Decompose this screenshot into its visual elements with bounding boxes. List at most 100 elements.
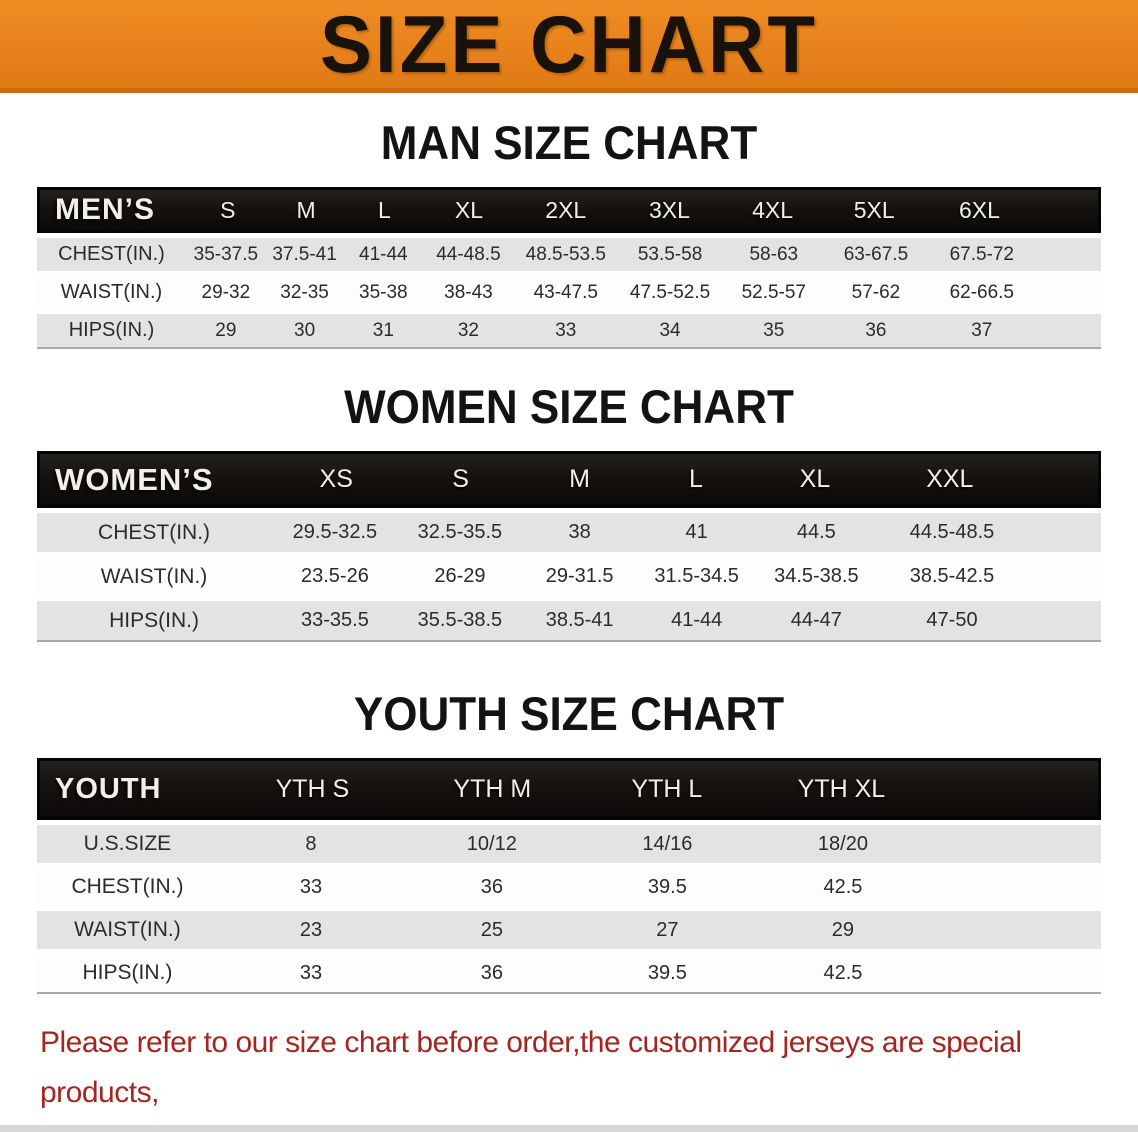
youth-chest-row: CHEST(IN.) 33 36 39.5 42.5 <box>37 868 1101 906</box>
men-waist-row: WAIST(IN.) 29-32 32-35 35-38 38-43 43-47… <box>37 276 1101 309</box>
size-value: 42.5 <box>823 875 863 898</box>
size-value: 33 <box>299 961 323 984</box>
men-group-label: MEN’S <box>55 193 156 226</box>
size-col-header: 2XL <box>545 196 587 223</box>
size-value: 38 <box>568 521 591 543</box>
women-hips-row: HIPS(IN.) 33-35.5 35.5-38.5 38.5-41 41-4… <box>37 601 1101 640</box>
size-value: 23.5-26 <box>300 565 369 587</box>
disclaimer-line-1: Please refer to our size chart before or… <box>40 1026 1022 1109</box>
men-size-table: MEN’S S M L XL 2XL 3XL 4XL 5XL 6XL CHEST… <box>37 187 1101 349</box>
size-value: 37 <box>971 319 993 341</box>
banner-title: SIZE CHART <box>320 0 818 90</box>
size-value: 33-35.5 <box>300 609 369 631</box>
size-value: 32-35 <box>280 281 329 303</box>
size-value: 47.5-52.5 <box>629 281 711 303</box>
size-value: 38.5-42.5 <box>909 565 995 587</box>
men-hips-row: HIPS(IN.) 29 30 31 32 33 34 35 36 37 <box>37 314 1101 347</box>
row-label: U.S.SIZE <box>83 832 172 855</box>
size-col-header: YTH S <box>275 774 350 803</box>
size-col-header: 3XL <box>648 196 690 223</box>
size-value: 38.5-41 <box>545 609 614 631</box>
women-group-label: WOMEN’S <box>55 461 214 497</box>
size-value: 31.5-34.5 <box>654 565 739 587</box>
row-label: WAIST(IN.) <box>100 564 208 588</box>
youth-section-heading: YOUTH SIZE CHART <box>0 688 1138 741</box>
row-label: CHEST(IN.) <box>71 875 184 898</box>
size-col-header: 5XL <box>853 196 895 223</box>
size-value: 44.5 <box>796 521 836 543</box>
youth-section-heading-text: YOUTH SIZE CHART <box>353 688 785 741</box>
youth-size-table: YOUTH YTH S YTH M YTH L YTH XL U.S.SIZE … <box>37 758 1101 994</box>
size-col-header: XL <box>799 465 831 493</box>
size-value: 29-31.5 <box>545 565 614 587</box>
youth-ussize-row: U.S.SIZE 8 10/12 14/16 18/20 <box>37 825 1101 863</box>
size-value: 29.5-32.5 <box>292 521 378 543</box>
women-section-heading: WOMEN SIZE CHART <box>0 381 1138 434</box>
size-value: 10/12 <box>466 832 517 855</box>
size-value: 44-47 <box>790 609 842 631</box>
size-value: 42.5 <box>823 961 863 984</box>
size-value: 37.5-41 <box>272 243 337 265</box>
row-label: WAIST(IN.) <box>60 281 163 303</box>
size-col-header: 4XL <box>752 196 794 223</box>
size-value: 48.5-53.5 <box>525 243 606 265</box>
size-value: 34.5-38.5 <box>774 565 859 587</box>
size-value: 41-44 <box>671 609 723 631</box>
bottom-edge-strip <box>0 1125 1138 1132</box>
size-value: 39.5 <box>647 961 687 984</box>
size-value: 39.5 <box>647 875 687 898</box>
disclaimer-text: Please refer to our size chart before or… <box>40 1018 1138 1132</box>
size-col-header: XXL <box>926 465 974 493</box>
man-section-heading: MAN SIZE CHART <box>0 117 1138 170</box>
men-table-header-band: MEN’S S M L XL 2XL 3XL 4XL 5XL 6XL <box>37 187 1101 233</box>
youth-group-label: YOUTH <box>55 772 162 805</box>
women-size-table: WOMEN’S XS S M L XL XXL CHEST(IN.) 29.5-… <box>37 451 1101 642</box>
size-value: 67.5-72 <box>949 243 1015 265</box>
youth-waist-row: WAIST(IN.) 23 25 27 29 <box>37 911 1101 949</box>
size-value: 36 <box>480 961 503 984</box>
size-value: 62-66.5 <box>949 281 1015 303</box>
size-value: 35.5-38.5 <box>417 609 503 631</box>
size-value: 41 <box>685 521 708 543</box>
size-value: 63-67.5 <box>843 243 909 265</box>
size-value: 36 <box>480 875 503 898</box>
man-section-heading-text: MAN SIZE CHART <box>380 117 758 170</box>
size-value: 44-48.5 <box>436 243 501 265</box>
size-value: 32 <box>457 319 479 341</box>
size-value: 31 <box>372 319 394 341</box>
row-label: CHEST(IN.) <box>98 520 211 544</box>
size-value: 29-32 <box>201 281 251 303</box>
size-col-header: 6XL <box>958 196 1000 223</box>
size-value: 25 <box>480 918 503 941</box>
size-col-header: XL <box>454 196 484 223</box>
size-value: 18/20 <box>817 832 868 855</box>
size-col-header: S <box>220 196 236 223</box>
size-value: 14/16 <box>642 832 693 855</box>
size-col-header: XS <box>319 465 353 493</box>
row-label: CHEST(IN.) <box>58 243 165 265</box>
row-label: HIPS(IN.) <box>109 608 199 632</box>
size-value: 30 <box>294 319 316 341</box>
size-value: 47-50 <box>926 609 978 631</box>
size-value: 35-38 <box>359 281 408 303</box>
youth-table-header-band: YOUTH YTH S YTH M YTH L YTH XL <box>37 758 1101 820</box>
women-section-heading-text: WOMEN SIZE CHART <box>344 381 794 434</box>
size-value: 27 <box>656 918 679 941</box>
row-label: HIPS(IN.) <box>82 961 173 984</box>
size-value: 41-44 <box>359 243 408 265</box>
size-value: 58-63 <box>749 243 799 265</box>
size-value: 29 <box>831 918 855 941</box>
size-value: 52.5-57 <box>741 281 807 303</box>
size-col-header: L <box>377 196 391 223</box>
size-value: 43-47.5 <box>533 281 599 303</box>
size-chart-banner: SIZE CHART <box>0 0 1138 93</box>
size-value: 34 <box>659 319 681 341</box>
size-value: 29 <box>215 319 237 341</box>
women-waist-row: WAIST(IN.) 23.5-26 26-29 29-31.5 31.5-34… <box>37 557 1101 596</box>
size-value: 32.5-35.5 <box>417 521 503 543</box>
women-chest-row: CHEST(IN.) 29.5-32.5 32.5-35.5 38 41 44.… <box>37 513 1101 552</box>
size-col-header: L <box>688 465 703 493</box>
size-value: 44.5-48.5 <box>909 521 995 543</box>
size-col-header: YTH M <box>453 774 532 803</box>
size-col-header: S <box>452 465 469 493</box>
